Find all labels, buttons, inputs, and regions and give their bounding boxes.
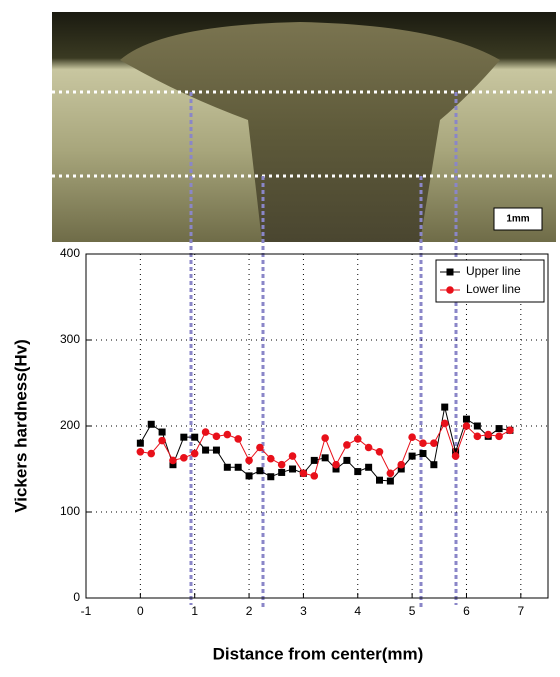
y-tick-label: 300 bbox=[60, 332, 80, 346]
legend-box bbox=[435, 259, 545, 303]
point bbox=[147, 420, 155, 428]
point bbox=[299, 469, 308, 478]
point bbox=[484, 430, 493, 439]
scale-box bbox=[493, 207, 543, 231]
point bbox=[169, 461, 177, 469]
point bbox=[376, 476, 384, 484]
point bbox=[310, 472, 319, 480]
point bbox=[158, 428, 166, 436]
point bbox=[364, 443, 373, 452]
point bbox=[473, 432, 482, 441]
y-tick-label: 400 bbox=[60, 246, 80, 260]
point bbox=[136, 439, 144, 447]
point bbox=[190, 449, 199, 458]
point bbox=[506, 426, 514, 435]
point bbox=[462, 415, 470, 423]
x-tick-label: 0 bbox=[137, 604, 144, 618]
point bbox=[321, 454, 329, 462]
guide-lines bbox=[189, 92, 458, 608]
point bbox=[408, 433, 416, 441]
micrograph: 1mm bbox=[52, 12, 556, 242]
scale-label: 1mm bbox=[506, 214, 529, 225]
x-tick-label: 6 bbox=[463, 604, 470, 618]
point bbox=[495, 432, 503, 441]
point bbox=[332, 465, 340, 473]
x-tick-label: 7 bbox=[517, 604, 524, 618]
point bbox=[245, 472, 253, 480]
point bbox=[267, 454, 275, 463]
point bbox=[267, 473, 275, 481]
point bbox=[430, 439, 438, 448]
point bbox=[353, 435, 362, 443]
point bbox=[158, 436, 166, 445]
x-axis-title: Distance from center(mm) bbox=[213, 644, 424, 663]
point bbox=[462, 422, 471, 430]
point bbox=[473, 422, 481, 430]
point bbox=[191, 433, 199, 441]
point bbox=[147, 449, 156, 458]
point bbox=[212, 446, 220, 454]
x-tick-label: 3 bbox=[300, 604, 307, 618]
point bbox=[452, 448, 460, 456]
point bbox=[288, 452, 297, 460]
point bbox=[289, 465, 297, 473]
x-tick-label: 2 bbox=[246, 604, 253, 618]
legend-label: Upper line bbox=[466, 264, 521, 278]
point bbox=[321, 434, 329, 442]
point bbox=[430, 461, 438, 469]
point bbox=[310, 456, 318, 464]
point bbox=[278, 468, 286, 476]
point bbox=[354, 468, 362, 476]
legend-marker bbox=[446, 286, 454, 294]
point bbox=[386, 469, 395, 478]
point bbox=[408, 452, 416, 460]
point bbox=[375, 448, 384, 456]
point bbox=[180, 454, 188, 462]
point bbox=[397, 465, 405, 473]
point bbox=[441, 403, 449, 411]
point bbox=[256, 467, 264, 475]
point bbox=[245, 456, 253, 465]
point bbox=[451, 452, 460, 460]
point bbox=[365, 463, 373, 471]
point bbox=[234, 463, 242, 471]
point bbox=[397, 460, 406, 469]
point bbox=[180, 433, 188, 441]
point bbox=[495, 425, 503, 433]
x-tick-label: -1 bbox=[81, 604, 92, 618]
x-tick-label: 5 bbox=[409, 604, 416, 618]
y-tick-label: 200 bbox=[60, 418, 80, 432]
point bbox=[343, 456, 351, 464]
point bbox=[202, 446, 210, 454]
point bbox=[332, 460, 340, 469]
point bbox=[419, 450, 427, 458]
point bbox=[212, 432, 221, 441]
point bbox=[440, 419, 449, 428]
plot-frame bbox=[85, 253, 549, 599]
point bbox=[169, 456, 177, 465]
x-tick-label: 4 bbox=[354, 604, 361, 618]
point bbox=[256, 443, 264, 452]
y-axis-title: Vickers hardness(Hv) bbox=[11, 339, 30, 513]
point bbox=[201, 428, 210, 436]
weld-zone bbox=[120, 22, 500, 242]
point bbox=[277, 460, 286, 469]
legend-marker bbox=[446, 268, 454, 276]
x-tick-label: 1 bbox=[191, 604, 198, 618]
point bbox=[234, 435, 242, 443]
point bbox=[136, 448, 145, 456]
point bbox=[223, 430, 232, 439]
point bbox=[343, 441, 351, 449]
point bbox=[223, 463, 231, 471]
legend-label: Lower line bbox=[466, 282, 521, 296]
point bbox=[419, 439, 427, 448]
y-tick-label: 0 bbox=[73, 590, 80, 604]
point bbox=[386, 477, 394, 485]
y-tick-label: 100 bbox=[60, 504, 80, 518]
